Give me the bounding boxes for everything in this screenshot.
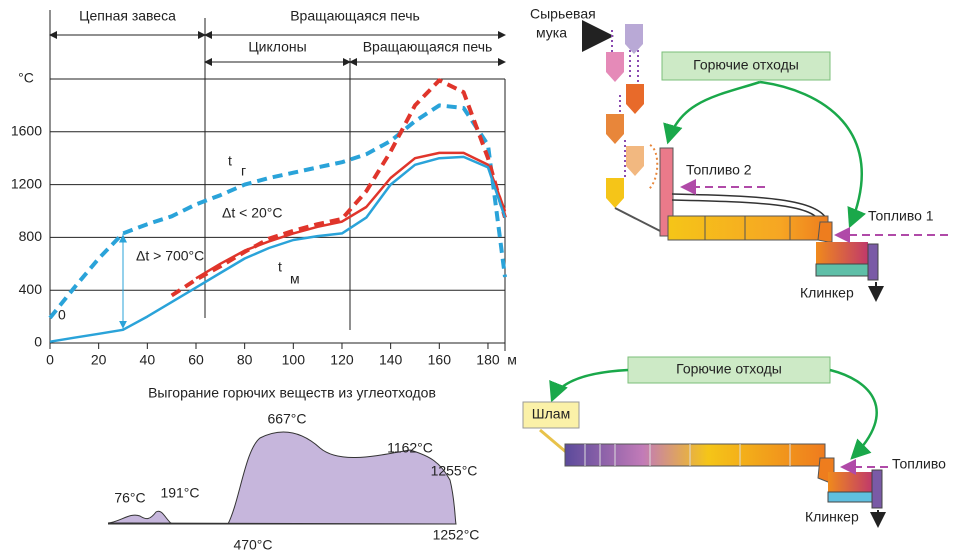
x-tick-label: 140 <box>379 352 403 368</box>
cyclone <box>606 178 624 208</box>
cooler-wall <box>867 243 879 281</box>
x-tick-label: 60 <box>188 352 204 368</box>
burnout-label: 470°C <box>233 537 272 553</box>
curve-label: t <box>228 153 232 169</box>
fuel2-label: Топливо 2 <box>686 162 752 178</box>
cyclone <box>625 24 643 54</box>
fuel1-label: Топливо 1 <box>868 208 934 224</box>
section-label: Вращающаяся печь <box>290 8 420 24</box>
delta-label: Δt < 20°C <box>222 205 282 221</box>
kiln <box>564 443 826 467</box>
burnout-label: 1252°C <box>433 527 480 543</box>
cyclone <box>626 84 644 114</box>
burnout-label: 1162°C <box>387 440 433 456</box>
burnout-chart: Выгорание горючих веществ из углеотходов… <box>107 385 480 553</box>
cyclone <box>606 52 624 82</box>
cooler-grate <box>827 491 873 503</box>
curve-label: t <box>278 259 282 275</box>
burnout-label: 191°C <box>160 485 199 501</box>
clinker-label: Клинкер <box>800 285 854 301</box>
section-label: Вращающаяся печь <box>363 39 493 55</box>
waste-arrow <box>663 80 761 145</box>
kiln <box>667 215 829 241</box>
cyclone <box>626 146 644 176</box>
x-tick-label: 40 <box>140 352 156 368</box>
y-tick-label: 0 <box>34 334 42 350</box>
riser <box>659 147 674 237</box>
waste-arrow <box>759 80 866 229</box>
kiln-tyre <box>704 216 791 240</box>
x-axis-label: м <box>507 352 517 368</box>
waste-box <box>661 51 831 81</box>
series-line <box>49 155 507 343</box>
y-tick-label: 1600 <box>11 123 42 139</box>
cooler-wall <box>871 469 883 509</box>
waste-label: Горючие отходы <box>693 57 799 73</box>
delta-label: Δt > 700°C <box>136 248 204 264</box>
curve-label-sub: г <box>241 163 246 179</box>
cooler <box>828 472 872 492</box>
cooler-grate <box>815 263 869 277</box>
waste-arrow <box>549 368 629 403</box>
x-tick-label: 120 <box>330 352 354 368</box>
y-tick-label: 400 <box>19 281 43 297</box>
cooler <box>816 242 868 264</box>
slurry-box <box>522 401 580 429</box>
burnout-label: 1255°C <box>431 463 478 479</box>
kiln-tyre <box>584 444 791 466</box>
gas-flow <box>611 30 639 180</box>
x-tick-label: 160 <box>428 352 452 368</box>
kiln-diagram-top: Сырьевая мука Клинкер Горючие отходы Топ… <box>530 6 948 302</box>
waste-box <box>627 356 831 384</box>
slurry-label: Шлам <box>532 406 570 422</box>
burnout-area <box>107 431 457 525</box>
x-tick-label: 180 <box>476 352 500 368</box>
slurry-feed <box>539 428 567 454</box>
raw-meal-label: Сырьевая <box>530 6 596 22</box>
gas-flow <box>647 144 659 191</box>
y-tick-label: 800 <box>19 228 43 244</box>
section-label: Циклоны <box>248 39 306 55</box>
point-label: 0 <box>58 307 66 323</box>
y-tick-label: 1200 <box>11 175 42 191</box>
burnout-label: 76°C <box>114 490 145 506</box>
kiln-diagram-bottom: Горючие отходы Шлам Клинкер Топливо <box>522 356 946 528</box>
burnout-title: Выгорание горючих веществ из углеотходов <box>148 385 436 401</box>
cyclone <box>606 114 624 144</box>
waste-label: Горючие отходы <box>676 361 782 377</box>
kiln-outlet <box>817 221 833 243</box>
series-line <box>48 103 507 320</box>
x-tick-label: 20 <box>91 352 107 368</box>
series-line <box>170 78 507 298</box>
burnout-label: 667°C <box>267 411 306 427</box>
x-tick-label: 100 <box>282 352 306 368</box>
curve-label-sub: м <box>290 271 300 287</box>
x-tick-label: 0 <box>46 352 54 368</box>
fuel-label: Топливо <box>892 456 946 472</box>
series-line <box>195 151 507 280</box>
x-tick-label: 80 <box>237 352 253 368</box>
section-label: Цепная завеса <box>79 8 176 24</box>
meal-pipe <box>614 207 669 236</box>
y-axis-label: °C <box>18 70 34 86</box>
raw-meal-label: мука <box>536 25 567 41</box>
clinker-label: Клинкер <box>805 509 859 525</box>
line-chart: Цепная завеса Вращающаяся печь Циклоны Вращ… <box>11 8 517 368</box>
waste-arrow <box>829 368 878 460</box>
